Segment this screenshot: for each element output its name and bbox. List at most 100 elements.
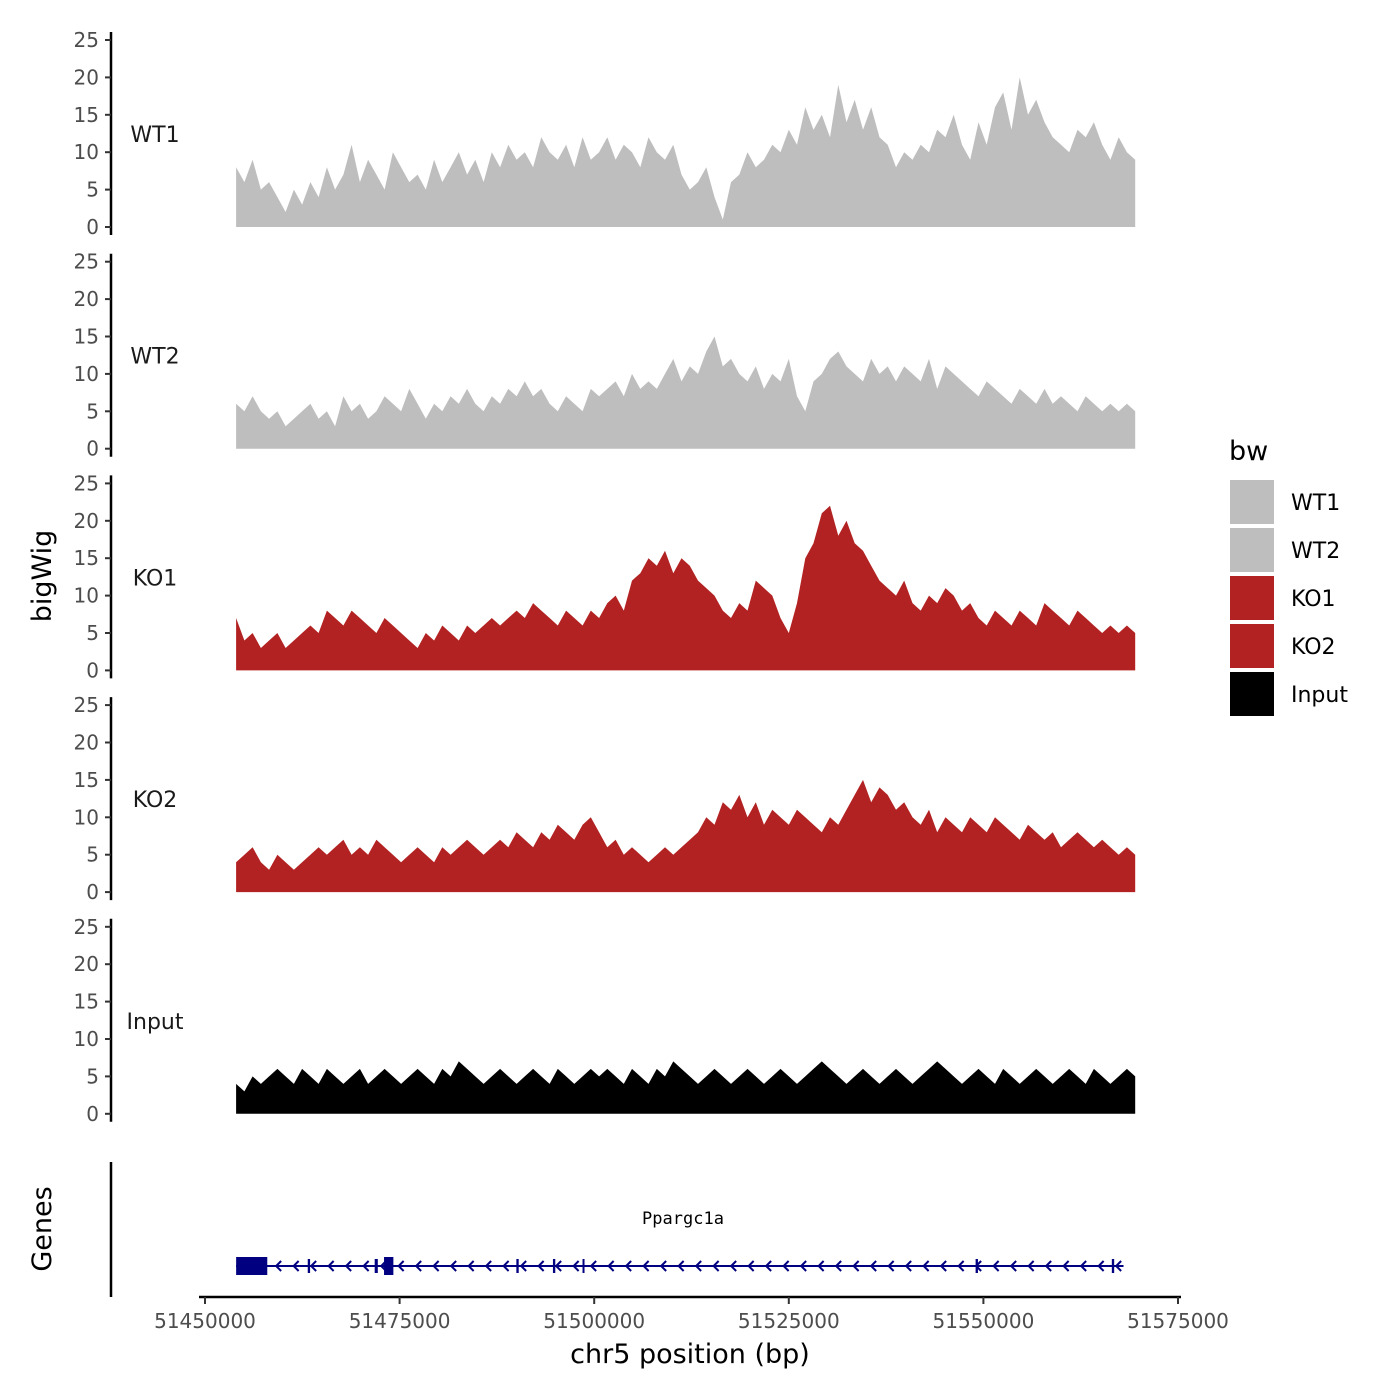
y-tick-label: 20 [74, 509, 99, 533]
coverage-area-KO1 [236, 505, 1136, 671]
legend-label-KO2: KO2 [1291, 635, 1336, 660]
strand-arrow [519, 1260, 527, 1272]
x-axis: 51450000 51475000 51500000 51525000 51550000… [154, 1295, 1229, 1333]
x-axis-title: chr5 position (bp) [570, 1339, 810, 1370]
track-Input: 0 5 10 15 20 25 Input [74, 915, 1136, 1126]
strand-arrow [607, 1260, 615, 1272]
y-tick-label: 20 [74, 65, 99, 89]
y-tick-label: 25 [74, 693, 99, 717]
legend-label-KO1: KO1 [1291, 587, 1336, 612]
track-label-WT1: WT1 [130, 123, 179, 148]
gene-exon [552, 1259, 556, 1273]
strand-arrow [449, 1260, 457, 1272]
strand-arrow [274, 1260, 282, 1272]
y-tick-label: 10 [74, 362, 99, 386]
y-tick-label: 0 [86, 1102, 99, 1126]
y-axis-title: bigWig [27, 530, 58, 623]
strand-arrow [1044, 1260, 1052, 1272]
strand-arrow [309, 1260, 317, 1272]
strand-arrow [414, 1260, 422, 1272]
strand-arrow [712, 1260, 720, 1272]
strand-arrow [292, 1260, 300, 1272]
y-tick-label: 5 [86, 843, 99, 867]
strand-arrow [817, 1260, 825, 1272]
track-label-KO1: KO1 [133, 566, 178, 591]
gene-exon [307, 1259, 311, 1273]
strand-arrow [694, 1260, 702, 1272]
y-tick-label: 25 [74, 471, 99, 495]
legend-key-WT1 [1230, 480, 1274, 524]
genes-panel: Ppargc1a [109, 1162, 1124, 1297]
strand-arrow [957, 1260, 965, 1272]
y-tick-label: 15 [74, 546, 99, 570]
strand-arrow [869, 1260, 877, 1272]
y-tick-label: 25 [74, 915, 99, 939]
strand-arrow [729, 1260, 737, 1272]
coverage-area-WT2 [236, 336, 1136, 449]
y-tick-label: 25 [74, 250, 99, 274]
y-tick-label: 25 [74, 28, 99, 52]
strand-arrow [432, 1260, 440, 1272]
strand-arrow [764, 1260, 772, 1272]
strand-arrow [1097, 1260, 1105, 1272]
strand-arrow [502, 1260, 510, 1272]
track-label-Input: Input [127, 1010, 184, 1035]
x-tick-label: 51525000 [738, 1309, 840, 1333]
strand-arrow [537, 1260, 545, 1272]
strand-arrow [992, 1260, 1000, 1272]
y-tick-label: 5 [86, 399, 99, 423]
tracks-group: 0 5 10 15 20 25 WT1 0 5 10 15 20 25 WT2 0 5 10 15 20 25 KO1 0… [74, 28, 1136, 1126]
y-tick-label: 5 [86, 1064, 99, 1088]
strand-arrow [362, 1260, 370, 1272]
coverage-area-KO2 [236, 779, 1136, 893]
y-tick-label: 0 [86, 880, 99, 904]
strand-arrow [397, 1260, 405, 1272]
y-tick-label: 10 [74, 584, 99, 608]
coverage-area-Input [236, 1061, 1136, 1114]
track-KO2: 0 5 10 15 20 25 KO2 [74, 693, 1136, 904]
y-tick-label: 15 [74, 325, 99, 349]
y-tick-label: 20 [74, 731, 99, 755]
strand-arrow [887, 1260, 895, 1272]
y-tick-label: 20 [74, 287, 99, 311]
coverage-area-WT1 [236, 77, 1136, 228]
y-tick-label: 5 [86, 621, 99, 645]
track-KO1: 0 5 10 15 20 25 KO1 [74, 471, 1136, 682]
y-tick-label: 0 [86, 215, 99, 239]
track-label-WT2: WT2 [130, 345, 179, 370]
legend-label-Input: Input [1291, 683, 1348, 708]
strand-arrow [1114, 1260, 1122, 1272]
x-tick-label: 51550000 [933, 1309, 1035, 1333]
strand-arrow [939, 1260, 947, 1272]
strand-arrow [834, 1260, 842, 1272]
strand-arrow [659, 1260, 667, 1272]
legend-key-KO2 [1230, 624, 1274, 668]
y-tick-label: 10 [74, 805, 99, 829]
strand-arrow [467, 1260, 475, 1272]
gene-label: Ppargc1a [642, 1209, 724, 1229]
strand-arrow [782, 1260, 790, 1272]
strand-arrow [1009, 1260, 1017, 1272]
strand-arrow [852, 1260, 860, 1272]
legend-title: bw [1229, 436, 1268, 467]
x-tick-label: 51575000 [1127, 1309, 1229, 1333]
y-tick-label: 0 [86, 437, 99, 461]
y-tick-label: 20 [74, 952, 99, 976]
y-tick-label: 15 [74, 768, 99, 792]
strand-arrow [554, 1260, 562, 1272]
strand-arrow [904, 1260, 912, 1272]
gene-exon [1111, 1259, 1115, 1273]
legend: bw WT1 WT2 KO1 KO2 Input [1229, 436, 1348, 716]
strand-arrow [642, 1260, 650, 1272]
strand-arrow [1027, 1260, 1035, 1272]
legend-label-WT1: WT1 [1291, 491, 1340, 516]
track-WT2: 0 5 10 15 20 25 WT2 [74, 250, 1136, 461]
gene-exon [975, 1259, 978, 1273]
strand-arrow [1079, 1260, 1087, 1272]
strand-arrow [799, 1260, 807, 1272]
y-tick-label: 10 [74, 140, 99, 164]
x-tick-label: 51475000 [349, 1309, 451, 1333]
track-label-KO2: KO2 [133, 788, 178, 813]
gene-exon [516, 1259, 519, 1273]
